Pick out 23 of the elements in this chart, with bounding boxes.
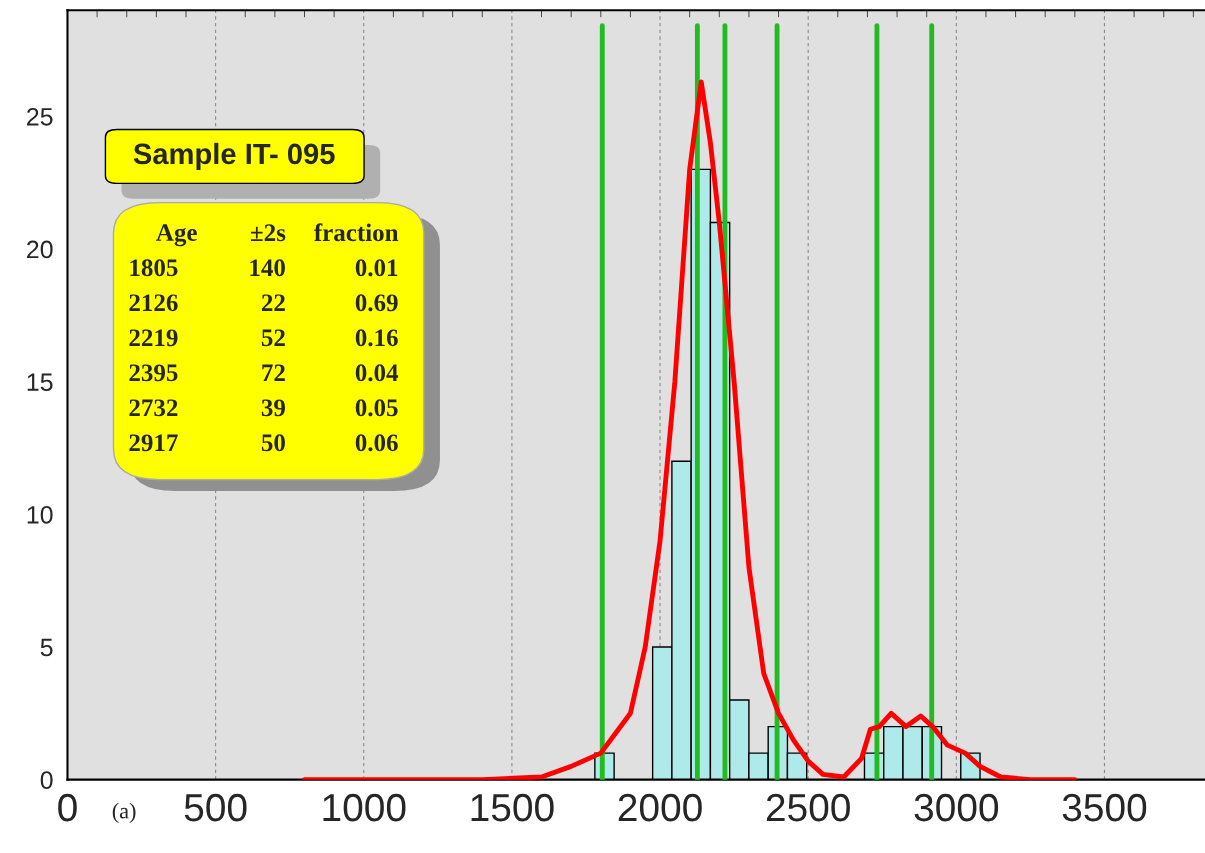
y-tick-label: 20	[27, 240, 53, 259]
y-tick-label: 0	[40, 771, 53, 789]
text: 2219 52 0.16	[129, 329, 398, 347]
text: 2732 39 0.05	[129, 399, 398, 417]
x-tick-label: 2500	[766, 793, 850, 822]
text: Age ±2s fraction	[156, 223, 399, 247]
text: 1805 140 0.01	[130, 259, 398, 277]
x-tick-label: 1500	[471, 793, 554, 822]
text: 2917 50 0.06	[129, 434, 398, 452]
x-tick-label: 3500	[1062, 793, 1147, 822]
y-tick-label: 10	[27, 505, 53, 524]
x-tick-label: 2000	[618, 793, 702, 822]
x-tick-label: 1000	[323, 793, 406, 822]
text: 2126 22 0.69	[129, 294, 398, 312]
y-tick-label: 25	[27, 107, 53, 126]
x-tick-label: 0	[58, 793, 77, 822]
text: Sample IT- 095	[133, 142, 335, 171]
text: (a)	[112, 802, 136, 823]
y-tick-label: 5	[40, 638, 53, 657]
x-tick-label: 500	[184, 793, 247, 822]
x-tick-label: 3000	[914, 793, 999, 822]
text: 2395 72 0.04	[129, 364, 399, 382]
y-tick-label: 15	[27, 373, 53, 391]
